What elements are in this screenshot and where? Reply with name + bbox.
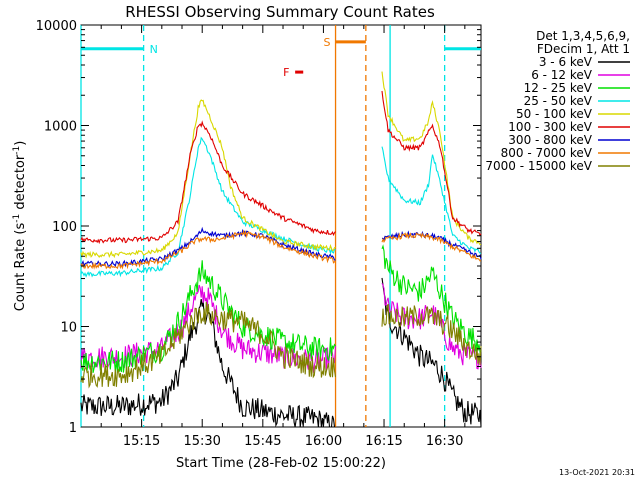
y-axis-label-part: ): [13, 141, 28, 146]
legend-label: 6 - 12 keV: [531, 68, 593, 82]
series-line-25-50-keV: [80, 136, 482, 278]
y-axis-label-part: detector: [13, 154, 28, 214]
x-tick-label: 15:15: [123, 434, 160, 449]
series-line-3-6-keV: [80, 277, 482, 428]
legend-label: 50 - 100 keV: [516, 107, 593, 121]
legend-label: 100 - 300 keV: [508, 120, 592, 134]
series-line-800-7000-keV: [80, 229, 482, 270]
y-tick-label: 100: [52, 220, 77, 235]
x-tick-label: 15:45: [244, 434, 281, 449]
legend-header-line: Det 1,3,4,5,6,9,: [536, 29, 630, 43]
y-tick-label: 1: [69, 421, 77, 436]
series-line-12-25-keV: [80, 244, 482, 373]
y-tick-label: 1000: [44, 120, 77, 135]
legend-header-line: FDecim 1, Att 1: [537, 42, 630, 56]
legend-label: 800 - 7000 keV: [501, 146, 593, 160]
y-tick-label: 10000: [36, 19, 77, 34]
legend-label: 3 - 6 keV: [539, 55, 593, 69]
chart-title: RHESSI Observing Summary Count Rates: [125, 3, 435, 21]
series-line-50-100-keV: [80, 71, 482, 259]
y-tick-label: 10: [60, 321, 77, 336]
legend-label: 12 - 25 keV: [524, 81, 593, 95]
x-tick-label: 16:00: [305, 434, 342, 449]
series-group: [80, 71, 482, 428]
legend-label: 25 - 50 keV: [524, 94, 593, 108]
legend-label: 300 - 800 keV: [508, 133, 592, 147]
series-line-7000-15000-keV: [80, 301, 482, 389]
marker-bars: N F S: [81, 36, 481, 79]
y-axis-label-exp: -1: [12, 214, 22, 223]
legend-label: 7000 - 15000 keV: [485, 159, 592, 173]
x-axis-label: Start Time (28-Feb-02 15:00:22): [176, 456, 386, 471]
x-tick-label: 16:30: [426, 434, 463, 449]
y-axis-label: Count Rate (s-1 detector-1): [12, 141, 28, 312]
marker-label: N: [150, 43, 158, 56]
x-tick-label: 16:15: [365, 434, 402, 449]
marker-label: S: [324, 36, 331, 49]
legend: Det 1,3,4,5,6,9, FDecim 1, Att 1 3 - 6 k…: [485, 29, 630, 173]
axes: 1 10 100 1000 10000 15:15 15:30 15:45 16:00 16:15…: [36, 19, 481, 449]
y-axis-label-part: Count Rate (s: [13, 223, 28, 312]
y-axis-label-exp: -1: [12, 146, 22, 155]
marker-label: F: [283, 66, 289, 79]
series-line-100-300-keV: [80, 90, 482, 245]
x-tick-label: 15:30: [183, 434, 220, 449]
timestamp: 13-Oct-2021 20:31: [559, 468, 635, 477]
